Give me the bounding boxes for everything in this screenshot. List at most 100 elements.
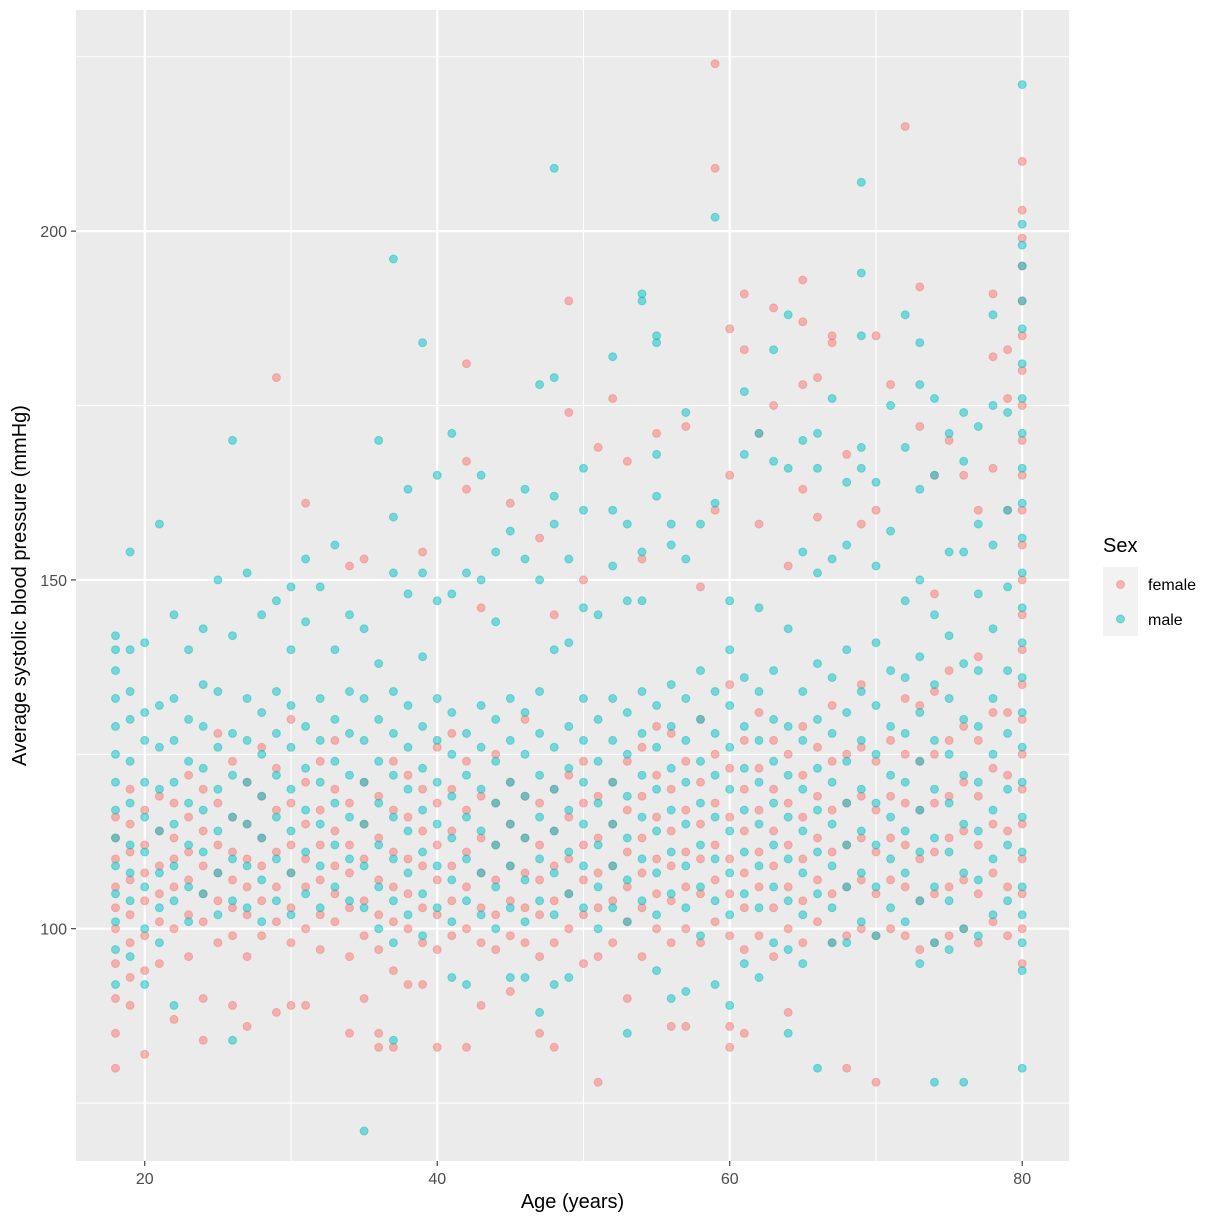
point-female <box>944 833 954 843</box>
point-male <box>564 763 574 773</box>
point-male <box>973 721 983 731</box>
x-axis-ticks: 20 40 60 80 <box>136 1161 1031 1188</box>
point-male <box>476 470 486 480</box>
point-female <box>213 938 223 948</box>
point-male <box>447 833 457 843</box>
point-male <box>520 749 530 759</box>
point-female <box>725 889 735 899</box>
point-male <box>184 917 194 927</box>
point-female <box>169 833 179 843</box>
point-male <box>696 931 705 941</box>
point-female <box>462 756 471 766</box>
point-male <box>169 694 179 703</box>
point-male <box>432 596 442 606</box>
point-male <box>915 484 925 494</box>
point-male <box>154 938 164 948</box>
point-male <box>140 812 150 822</box>
point-male <box>535 687 545 696</box>
point-female <box>930 798 939 808</box>
point-female <box>154 917 164 927</box>
point-male <box>213 910 223 920</box>
point-male <box>959 547 969 557</box>
point-female <box>286 840 296 850</box>
point-female <box>769 952 779 962</box>
point-male <box>154 519 164 529</box>
point-male <box>973 777 983 787</box>
y-axis-title: Average systolic blood pressure (mmHg) <box>9 405 31 766</box>
point-male <box>988 624 998 634</box>
point-male <box>564 889 574 899</box>
point-male <box>184 840 194 850</box>
point-male <box>666 994 676 1003</box>
point-male <box>1003 896 1013 906</box>
point-female <box>169 882 179 892</box>
point-male <box>403 742 413 752</box>
point-female <box>374 1042 384 1052</box>
point-male <box>988 310 998 320</box>
point-female <box>345 840 354 850</box>
point-female <box>681 1021 691 1031</box>
point-male <box>842 756 852 766</box>
point-male <box>973 519 983 529</box>
point-male <box>242 777 252 787</box>
point-female <box>900 882 910 892</box>
point-male <box>125 896 135 906</box>
point-male <box>111 980 120 989</box>
point-male <box>491 617 501 627</box>
y-tick-label: 150 <box>40 573 67 590</box>
point-female <box>476 603 486 613</box>
point-male <box>813 847 822 857</box>
point-female <box>140 868 150 878</box>
point-female <box>783 749 793 759</box>
point-female <box>666 1021 676 1031</box>
point-male <box>388 728 398 738</box>
point-male <box>681 694 691 703</box>
point-male <box>754 861 764 871</box>
point-male <box>1017 742 1027 752</box>
point-male <box>1017 568 1027 578</box>
point-male <box>637 896 647 906</box>
point-male <box>520 917 530 927</box>
point-male <box>154 784 164 794</box>
legend: Sex female male <box>1103 535 1196 636</box>
point-male <box>447 875 457 885</box>
point-male <box>476 868 486 878</box>
point-male <box>432 819 442 829</box>
point-male <box>286 784 296 794</box>
point-male <box>652 449 662 459</box>
point-male <box>535 728 545 738</box>
x-tick-label: 40 <box>428 1171 446 1188</box>
point-male <box>1003 784 1013 794</box>
point-male <box>345 728 354 738</box>
point-male <box>930 680 939 690</box>
point-male <box>301 763 311 773</box>
point-male <box>725 868 735 878</box>
point-female <box>725 470 735 480</box>
point-male <box>520 973 530 982</box>
point-female <box>228 875 237 885</box>
point-female <box>754 882 764 892</box>
point-female <box>345 561 354 571</box>
legend-dot-male <box>1116 614 1125 624</box>
point-male <box>637 289 647 299</box>
point-female <box>739 903 749 913</box>
point-male <box>359 624 369 634</box>
major-gridlines <box>76 10 1069 1161</box>
point-female <box>988 708 998 717</box>
point-male <box>564 805 574 815</box>
point-male <box>622 875 632 885</box>
point-female <box>622 994 632 1003</box>
point-male <box>842 645 852 655</box>
point-male <box>783 854 793 864</box>
point-female <box>447 728 457 738</box>
point-female <box>125 819 135 829</box>
point-male <box>140 708 150 717</box>
point-female <box>374 945 384 955</box>
point-female <box>125 1000 135 1010</box>
point-male <box>652 491 662 501</box>
point-female <box>403 889 413 899</box>
point-female <box>915 422 925 431</box>
point-male <box>900 868 910 878</box>
point-male <box>1017 847 1027 857</box>
point-male <box>666 519 676 529</box>
